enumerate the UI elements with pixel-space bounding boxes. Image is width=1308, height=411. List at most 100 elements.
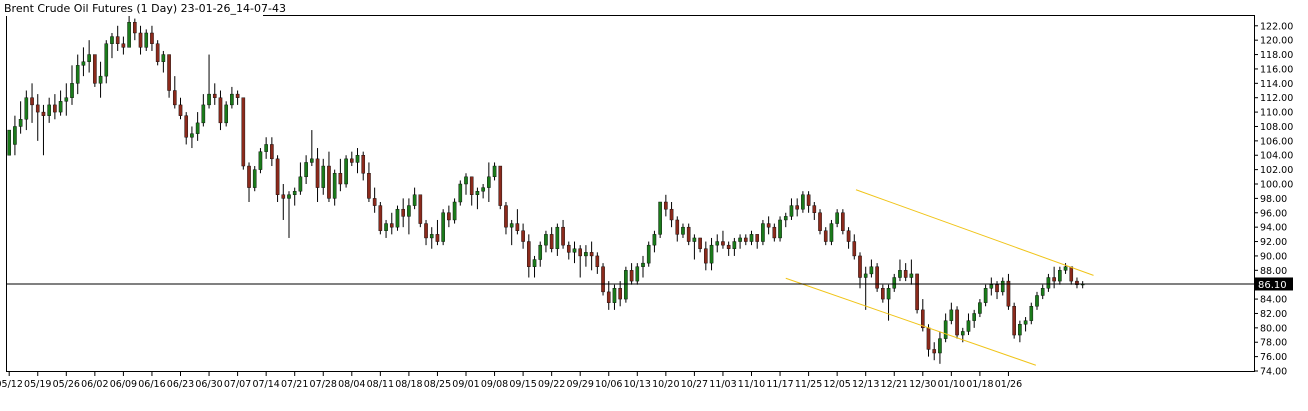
candle (932, 342, 937, 361)
candle (863, 266, 868, 310)
candle-body-up (287, 194, 291, 199)
candle (270, 137, 274, 167)
x-tick-label: 10/06 (595, 379, 622, 390)
candle-body-down (926, 327, 931, 350)
candle (715, 234, 720, 253)
candle (538, 241, 543, 267)
candle (412, 187, 417, 210)
candle-body-down (235, 93, 240, 98)
candle (652, 230, 657, 253)
candle (447, 205, 451, 228)
candle-body-down (41, 111, 46, 116)
candle (972, 309, 976, 328)
candle (978, 299, 982, 318)
x-tick-label: 12/13 (852, 379, 879, 390)
candle (401, 198, 405, 228)
candle (601, 263, 605, 296)
candle (469, 176, 474, 206)
candle-body-down (1052, 277, 1056, 282)
candle-body-down (155, 43, 160, 62)
candle (384, 219, 388, 238)
candle-body-down (566, 244, 571, 253)
candle (475, 187, 480, 210)
channel-line-lower (785, 277, 1037, 366)
candle (35, 94, 40, 141)
candle (892, 273, 897, 292)
candle-body-down (218, 97, 223, 124)
candle (778, 216, 782, 242)
candle-body-down (704, 248, 708, 264)
y-tick-label: 110.00 (1260, 108, 1293, 119)
candle (504, 201, 508, 235)
candle-body-down (133, 21, 137, 34)
candle (938, 331, 942, 364)
candle (64, 83, 69, 116)
candle (464, 173, 468, 195)
candle-body-up (344, 158, 348, 185)
candle (275, 155, 280, 202)
candle-body-up (612, 288, 617, 303)
candle (709, 237, 714, 271)
candle (258, 148, 263, 174)
candle (41, 104, 46, 156)
candle-body-down (743, 237, 748, 242)
candle-body-down (846, 230, 851, 242)
candle (875, 263, 879, 292)
candle-body-down (35, 104, 40, 113)
candle-body-down (469, 176, 474, 195)
candle (789, 198, 794, 220)
candle-body-up (252, 169, 257, 188)
x-tick-label: 06/09 (110, 379, 137, 390)
candle (1052, 266, 1056, 289)
candle-body-down (818, 212, 822, 231)
candle-body-up (658, 201, 662, 235)
candle-body-down (378, 205, 383, 231)
candle-body-down (875, 266, 879, 289)
candle (915, 273, 919, 314)
candle (298, 162, 303, 195)
candle (624, 266, 628, 303)
candle-body-up (938, 338, 942, 354)
candle (367, 162, 371, 202)
candle-body-down (1012, 306, 1016, 336)
x-tick-label: 05/26 (53, 379, 80, 390)
x-tick-label: 07/07 (224, 379, 251, 390)
candle (127, 15, 131, 48)
candle (858, 252, 862, 289)
candle (355, 148, 360, 174)
x-tick-label: 05/19 (24, 379, 51, 390)
candle-body-up (652, 234, 657, 246)
candle-body-up (161, 54, 166, 62)
candle-body-up (555, 226, 560, 249)
candle (881, 284, 885, 303)
candle (983, 284, 988, 307)
candle-body-down (823, 230, 828, 242)
candle-body-up (898, 270, 902, 278)
candle-body-up (264, 144, 268, 152)
candle-body-down (401, 208, 405, 217)
candle (161, 50, 166, 73)
candle (121, 36, 126, 55)
x-tick-label: 01/10 (938, 379, 965, 390)
candle (589, 241, 594, 271)
candle-body-down (595, 255, 600, 267)
candle (1075, 277, 1079, 289)
y-tick-label: 84.00 (1260, 295, 1287, 306)
candle-body-down (589, 252, 594, 257)
candle-body-down (772, 226, 777, 239)
candle-body-down (726, 244, 731, 249)
candle (812, 201, 817, 220)
candle (738, 234, 742, 249)
candle-body-down (721, 241, 725, 246)
candle-body-up (412, 194, 417, 206)
candle (378, 201, 383, 235)
candle (544, 230, 548, 253)
current-price-label-bg (1255, 277, 1293, 291)
candle-body-up (98, 75, 103, 84)
candle-body-down (1075, 280, 1079, 285)
candle-body-down (515, 223, 520, 231)
candle (795, 198, 799, 217)
candle-body-up (509, 223, 514, 228)
